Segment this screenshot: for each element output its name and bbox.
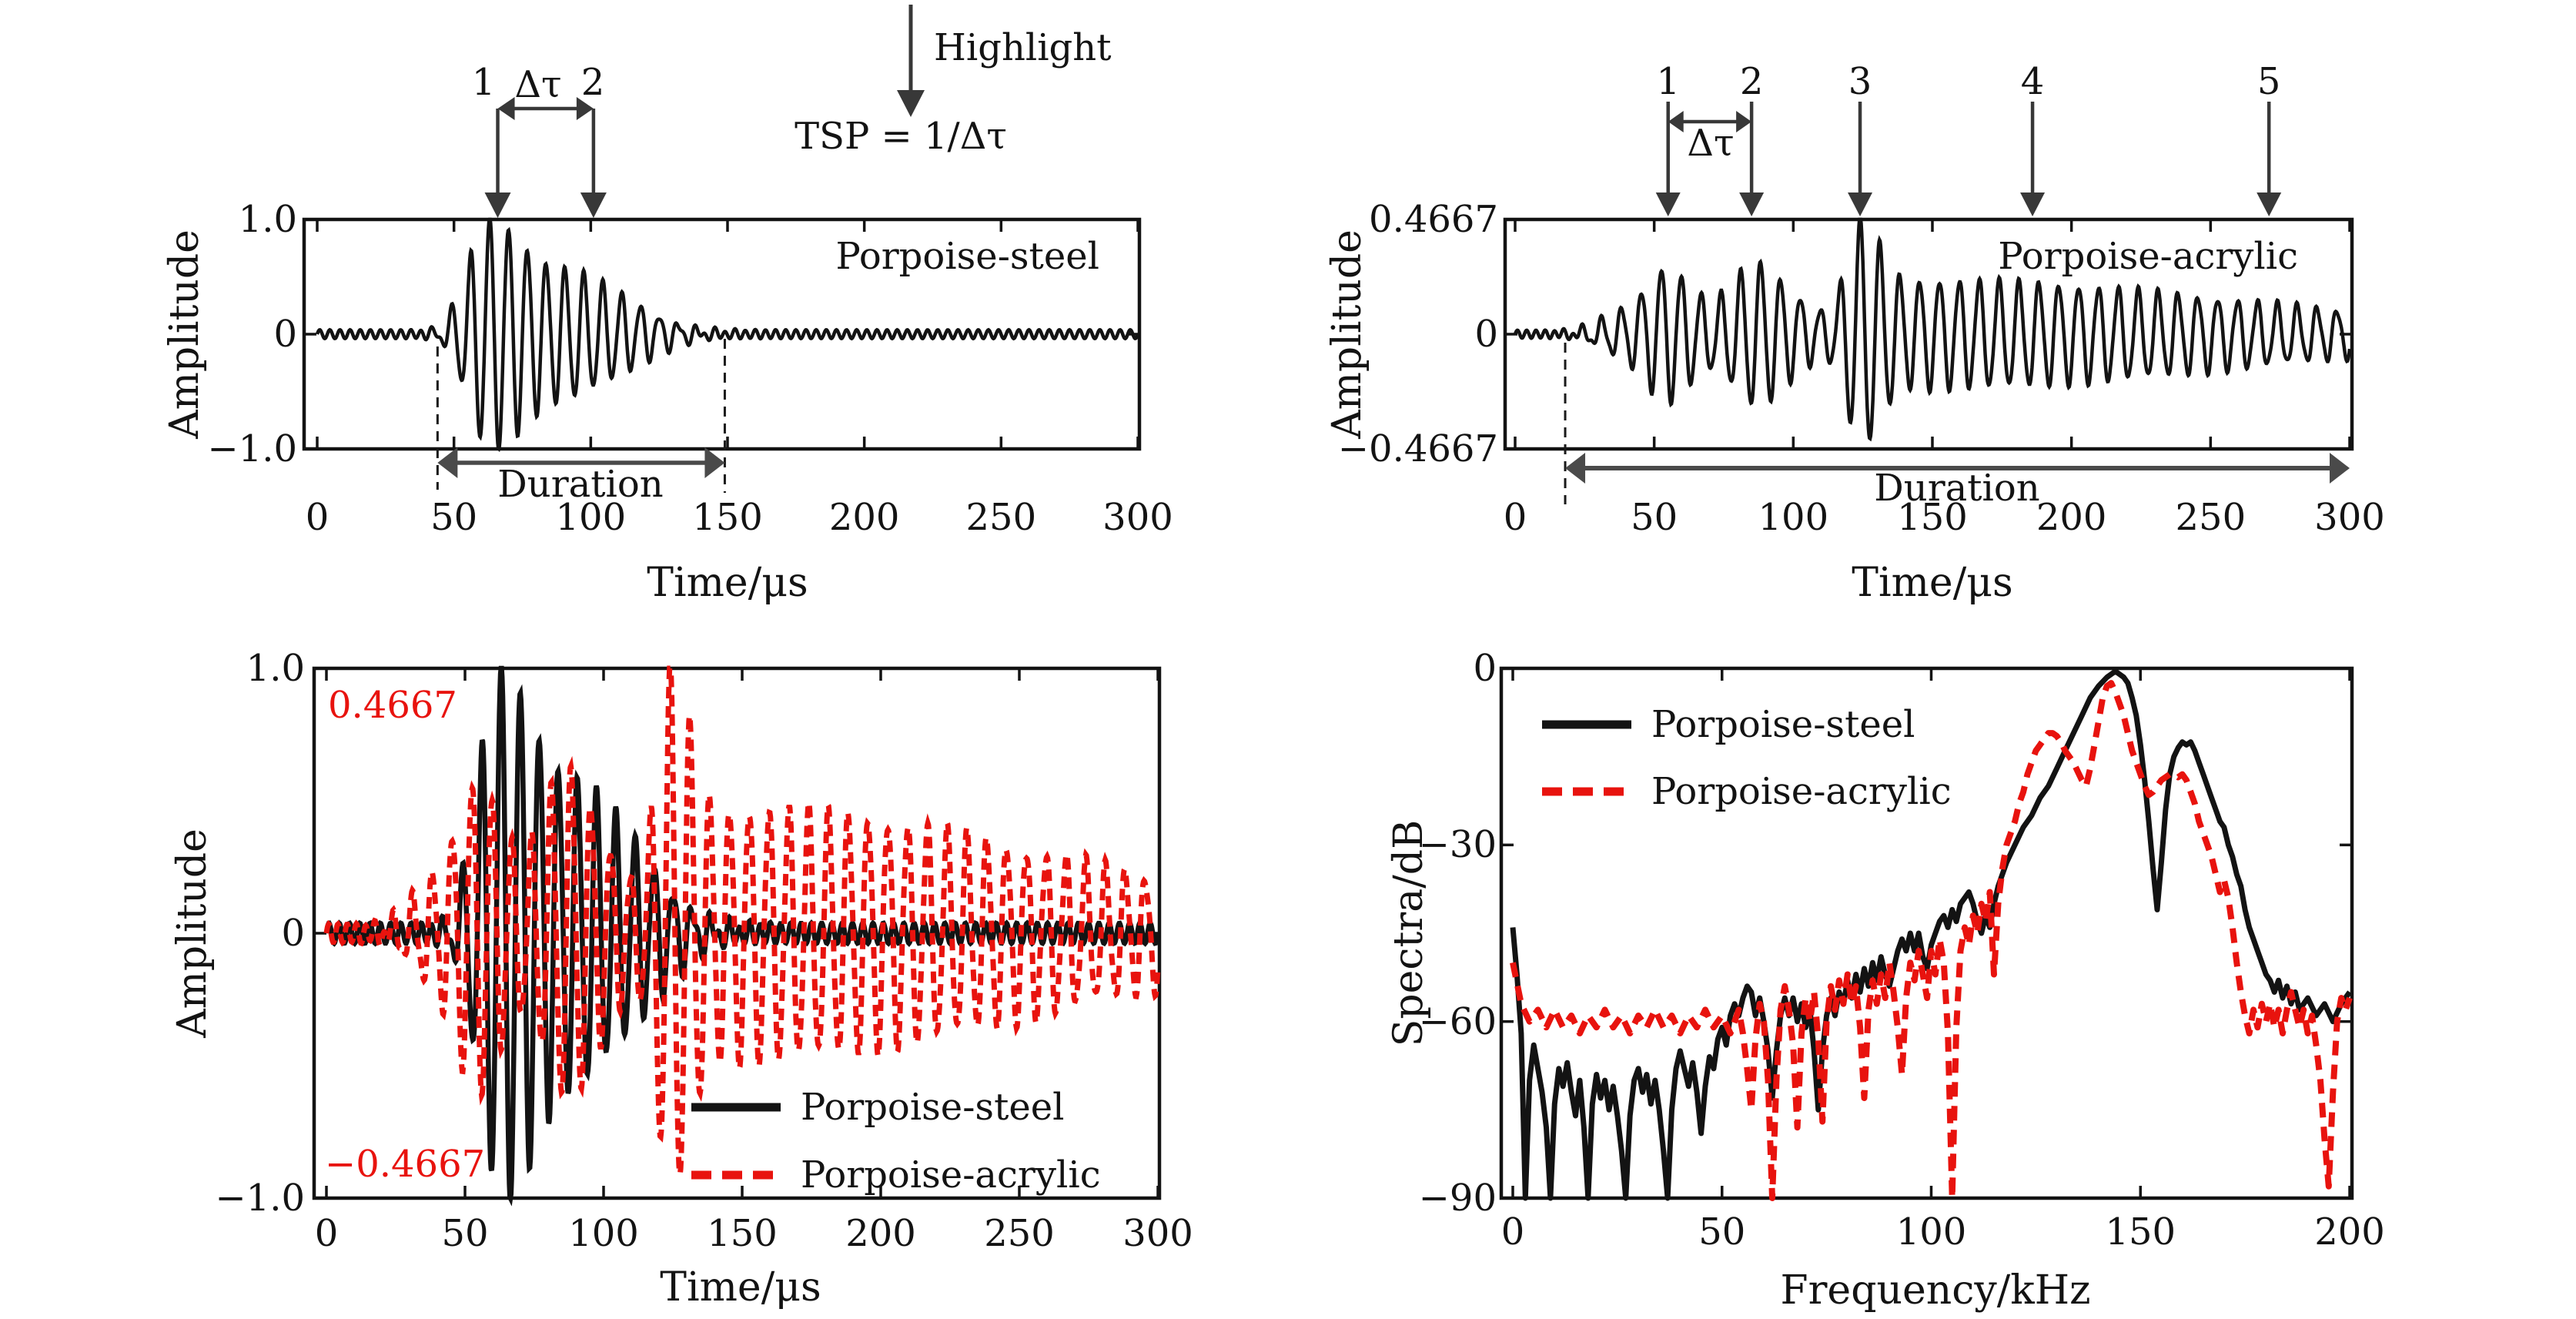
tl-duration-label: Duration xyxy=(497,463,664,506)
br-legend-acrylic: Porpoise-acrylic xyxy=(1651,770,1952,813)
bl-legend-acrylic: Porpoise-acrylic xyxy=(801,1153,1101,1197)
tl-highlight-arrow-1-head xyxy=(484,192,511,218)
bl-ytick-zero: 0 xyxy=(281,912,305,955)
overlay-acrylic-path xyxy=(323,665,1161,1183)
tr-ylabel: Amplitude xyxy=(1324,229,1370,439)
tr-highlight-number-2: 2 xyxy=(1739,60,1764,103)
top_left-xtick-label-0: 0 xyxy=(305,496,330,539)
acrylic-spectrum-path xyxy=(1510,680,2353,1201)
tl-series-title: Porpoise-steel xyxy=(835,235,1099,278)
tr-duration-arrow-left-head xyxy=(1565,453,1586,484)
top_left-xtick-label-50: 50 xyxy=(430,496,478,539)
bottom_left-xtick-label-300: 300 xyxy=(1122,1212,1193,1255)
bl-ylabel: Amplitude xyxy=(169,829,216,1038)
tr-series-title: Porpoise-acrylic xyxy=(1998,235,2298,278)
br-xlabel: Frequency/kHz xyxy=(1780,1267,2091,1314)
tr-xlabel: Time/μs xyxy=(1852,560,2013,606)
tl-delta-tau-arrow-left-head xyxy=(497,97,515,120)
highlight-arrow-head xyxy=(897,90,925,117)
tl-ytick-top: 1.0 xyxy=(238,198,297,241)
top_left-xtick-label-300: 300 xyxy=(1102,496,1173,539)
tr-highlight-arrow-3-head xyxy=(1848,192,1873,216)
tr-highlight-arrow-2-head xyxy=(1739,192,1765,216)
top_right-xtick-label-250: 250 xyxy=(2175,496,2246,539)
top_right-xtick-label-300: 300 xyxy=(2314,496,2385,539)
tl-delta-tau-arrow-right-head xyxy=(576,97,594,120)
bottom_left-xtick-label-0: 0 xyxy=(314,1212,339,1255)
bottom_right-xtick-label-0: 0 xyxy=(1500,1210,1525,1254)
top_right-xtick-label-200: 200 xyxy=(2036,496,2107,539)
bl-ytick-top: 1.0 xyxy=(246,647,305,690)
tr-highlight-arrow-4-head xyxy=(2020,192,2046,216)
tr-highlight-number-4: 4 xyxy=(2020,60,2045,103)
tr-highlight-number-1: 1 xyxy=(1656,60,1680,103)
highlight-annotation: Highlight xyxy=(934,26,1112,69)
top_right-xtick-label-150: 150 xyxy=(1897,496,1968,539)
tl-highlight-number-1: 1 xyxy=(471,61,496,104)
tr-ytick-zero: 0 xyxy=(1474,313,1498,356)
tr-highlight-arrow-5-head xyxy=(2257,192,2282,216)
bottom_left-xtick-label-200: 200 xyxy=(845,1212,916,1255)
bl-red-scale-top: 0.4667 xyxy=(328,684,457,727)
tl-delta-tau-label: Δτ xyxy=(514,63,562,106)
bl-red-scale-bottom: −0.4667 xyxy=(325,1143,486,1186)
bottom_left-xtick-label-150: 150 xyxy=(707,1212,778,1255)
tl-ytick-bottom: −1.0 xyxy=(207,427,297,470)
tl-duration-arrow-left-head xyxy=(437,447,458,478)
bottom_right-xtick-label-200: 200 xyxy=(2314,1210,2385,1254)
tr-highlight-arrow-1-head xyxy=(1655,192,1681,216)
tl-duration-arrow-right-head xyxy=(704,447,725,478)
top_left-xtick-label-200: 200 xyxy=(828,496,900,539)
tl-highlight-arrow-2-head xyxy=(580,192,607,218)
tr-delta-tau-arrow-right-head xyxy=(1736,111,1752,132)
br-ytick-0: 0 xyxy=(1473,647,1497,690)
tl-ytick-zero: 0 xyxy=(273,313,297,356)
br-ylabel: Spectra/dB xyxy=(1386,819,1432,1047)
top_left-xtick-label-150: 150 xyxy=(692,496,763,539)
tsp-annotation: TSP = 1/Δτ xyxy=(795,115,1007,158)
top_right-xtick-label-100: 100 xyxy=(1758,496,1829,539)
bl-legend-steel: Porpoise-steel xyxy=(801,1086,1065,1129)
bottom_left-xtick-label-100: 100 xyxy=(568,1212,639,1255)
bottom_right-plot-frame xyxy=(1499,666,2354,1200)
bl-ytick-bottom: −1.0 xyxy=(215,1177,305,1220)
tl-xlabel: Time/μs xyxy=(647,560,808,606)
acrylic-waveform-path xyxy=(1513,217,2352,442)
tr-highlight-number-5: 5 xyxy=(2257,60,2281,103)
br-legend-steel: Porpoise-steel xyxy=(1651,703,1915,746)
tl-ylabel: Amplitude xyxy=(162,229,208,439)
tr-highlight-number-3: 3 xyxy=(1848,60,1872,103)
top_left-xtick-label-250: 250 xyxy=(965,496,1037,539)
bl-xlabel: Time/μs xyxy=(660,1264,821,1311)
bottom_left-xtick-label-250: 250 xyxy=(984,1212,1055,1255)
tr-duration-label: Duration xyxy=(1874,467,2040,510)
bottom_right-xtick-label-100: 100 xyxy=(1895,1210,1967,1254)
top_left-xtick-label-100: 100 xyxy=(555,496,627,539)
tr-ytick-bottom: −0.4667 xyxy=(1337,427,1498,470)
br-ytick-30: −30 xyxy=(1418,823,1497,866)
steel-waveform-path xyxy=(315,217,1140,452)
bottom_left-xtick-label-50: 50 xyxy=(441,1212,489,1255)
top_right-xtick-label-50: 50 xyxy=(1631,496,1678,539)
tr-ytick-top: 0.4667 xyxy=(1369,198,1498,241)
br-ytick-60: −60 xyxy=(1418,1000,1497,1043)
top_right-xtick-label-0: 0 xyxy=(1503,496,1527,539)
tr-delta-tau-arrow-left-head xyxy=(1668,111,1684,132)
tr-duration-arrow-right-head xyxy=(2329,453,2350,484)
br-ytick-90: −90 xyxy=(1418,1177,1497,1220)
tl-highlight-number-2: 2 xyxy=(580,61,605,104)
tr-delta-tau-label: Δτ xyxy=(1687,122,1735,165)
bottom_right-xtick-label-150: 150 xyxy=(2105,1210,2176,1254)
bottom_right-xtick-label-50: 50 xyxy=(1698,1210,1746,1254)
